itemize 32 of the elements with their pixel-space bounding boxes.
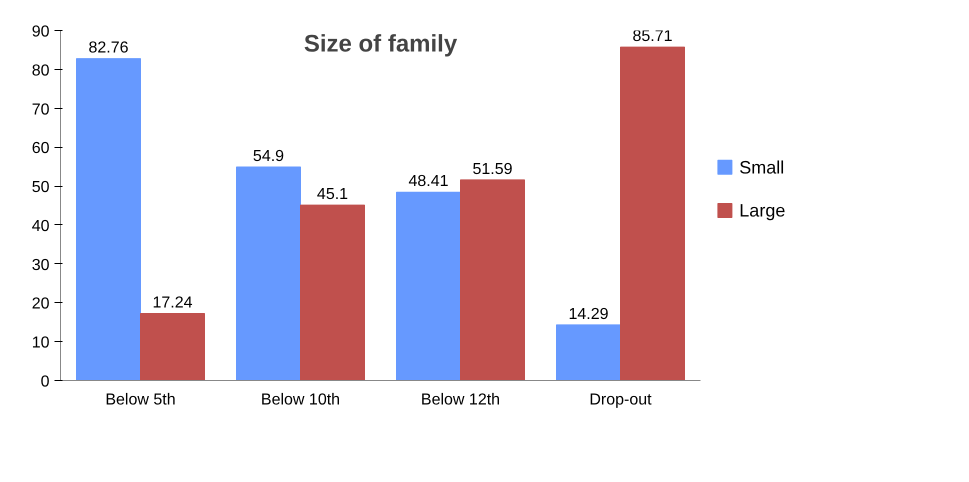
- x-tick-label: Below 12th: [420, 392, 500, 408]
- y-tick-label: 80: [32, 62, 50, 80]
- y-tick-label: 70: [32, 101, 50, 118]
- y-tick-label: 10: [32, 334, 50, 352]
- y-tick-label: 90: [32, 24, 50, 40]
- bar: [300, 204, 365, 380]
- y-tick-label: 60: [32, 140, 50, 158]
- data-label: 54.9: [252, 148, 284, 165]
- data-label: 82.76: [88, 40, 129, 57]
- y-tick-label: 40: [32, 218, 50, 235]
- x-tick-label: Below 10th: [260, 392, 340, 408]
- data-label: 51.59: [472, 160, 513, 178]
- chart-title: Size of family: [304, 30, 458, 58]
- data-label: 17.24: [152, 294, 193, 312]
- data-label: 45.1: [316, 186, 348, 204]
- data-label: 14.29: [568, 306, 609, 323]
- bar: [396, 192, 461, 380]
- bar: [460, 179, 525, 380]
- x-tick-label: Drop-out: [589, 392, 652, 408]
- bar: [140, 312, 205, 380]
- bar: [76, 58, 141, 380]
- y-tick-label: 50: [32, 179, 50, 196]
- bar: [556, 324, 621, 380]
- y-tick-label: 0: [40, 374, 50, 390]
- y-tick-label: 30: [32, 256, 50, 274]
- legend-label: Small: [739, 157, 784, 178]
- bar: [236, 166, 301, 380]
- legend-label: Large: [739, 200, 786, 220]
- data-label: 48.41: [408, 173, 449, 190]
- y-tick-label: 20: [32, 296, 50, 313]
- x-tick-label: Below 5th: [105, 392, 176, 408]
- bar: [620, 46, 685, 380]
